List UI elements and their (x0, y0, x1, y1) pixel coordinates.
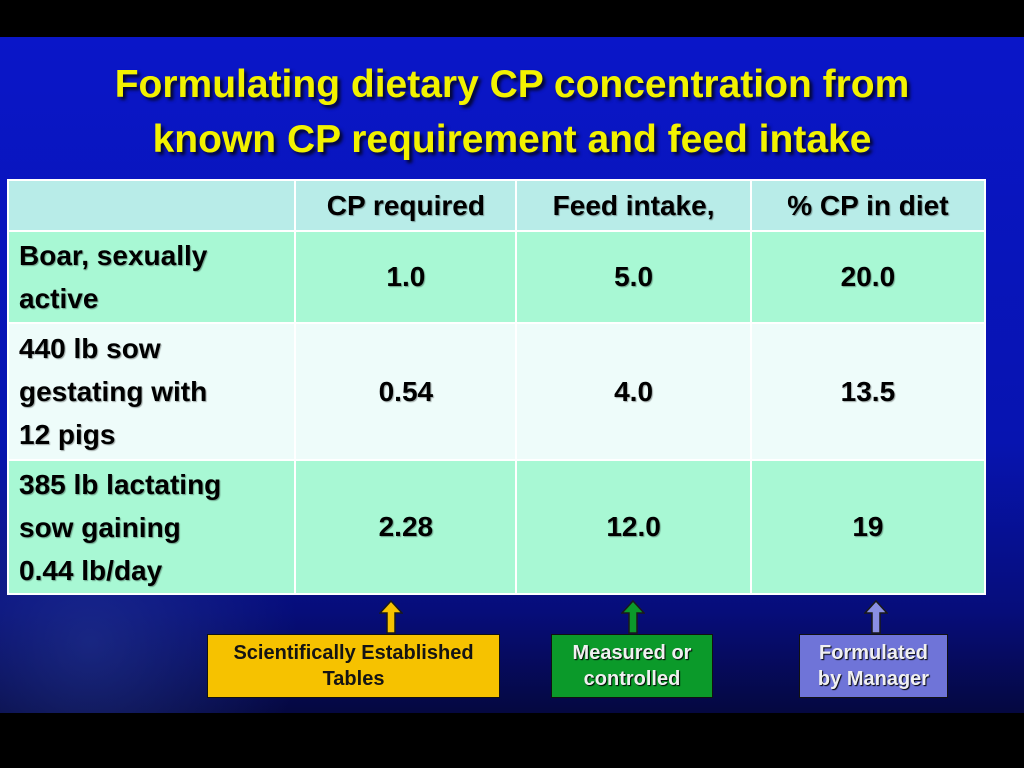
slide-title: Formulating dietary CP concentration fro… (0, 57, 1024, 167)
formulated-by-manager-note: Formulated by Manager (799, 634, 948, 698)
row-label-line: sow gaining (19, 511, 181, 543)
row-label-line: Boar, sexually (19, 240, 208, 271)
row-label-line: 440 lb sow (19, 333, 161, 364)
up-arrow-icon (621, 600, 645, 634)
feed-intake-cell: 12.0 (515, 459, 752, 595)
row-label: Boar, sexually active (6, 230, 297, 324)
cp-in-diet-cell: 19 (749, 459, 987, 595)
slide: Formulating dietary CP concentration fro… (0, 37, 1024, 713)
table-row: Boar, sexually active 1.0 5.0 20.0 (6, 230, 987, 324)
up-arrow-icon (379, 600, 403, 634)
note-line: Scientifically Established (233, 642, 474, 664)
feed-intake-cell: 4.0 (515, 322, 752, 461)
table-header-row: CP required Feed intake, % CP in diet (6, 179, 987, 232)
feed-intake-cell: 5.0 (515, 230, 752, 324)
note-line: Measured or (572, 642, 692, 664)
header-cp-required: CP required (294, 179, 518, 232)
table-row: 385 lb lactating sow gaining 0.44 lb/day… (6, 459, 987, 595)
cp-required-cell: 0.54 (294, 322, 518, 461)
note-line: Formulated (819, 642, 928, 664)
header-cp-in-diet: % CP in diet (749, 179, 987, 232)
note-line: by Manager (817, 668, 930, 690)
up-arrow-icon (864, 600, 888, 634)
table-row: 440 lb sow gestating with 12 pigs 0.54 4… (6, 322, 987, 461)
cp-table: CP required Feed intake, % CP in diet Bo… (6, 179, 987, 595)
measured-controlled-note: Measured or controlled (551, 634, 713, 698)
row-label-line: 385 lb lactating (19, 468, 222, 500)
row-label: 385 lb lactating sow gaining 0.44 lb/day (6, 459, 297, 595)
slide-title-line-2: known CP requirement and feed intake (152, 118, 872, 161)
cp-in-diet-cell: 20.0 (749, 230, 987, 324)
note-line: controlled (583, 668, 681, 690)
row-label-line: active (19, 283, 99, 314)
header-feed-intake: Feed intake, (515, 179, 752, 232)
row-label-line: 12 pigs (19, 419, 116, 450)
header-empty-cell (6, 179, 297, 232)
cp-in-diet-cell: 13.5 (749, 322, 987, 461)
cp-required-cell: 1.0 (294, 230, 518, 324)
slide-title-line-1: Formulating dietary CP concentration fro… (114, 63, 910, 106)
row-label: 440 lb sow gestating with 12 pigs (6, 322, 297, 461)
row-label-line: 0.44 lb/day (19, 554, 163, 586)
cp-required-cell: 2.28 (294, 459, 518, 595)
row-label-line: gestating with (19, 376, 208, 407)
scientific-tables-note: Scientifically Established Tables (207, 634, 500, 698)
note-line: Tables (322, 668, 385, 690)
